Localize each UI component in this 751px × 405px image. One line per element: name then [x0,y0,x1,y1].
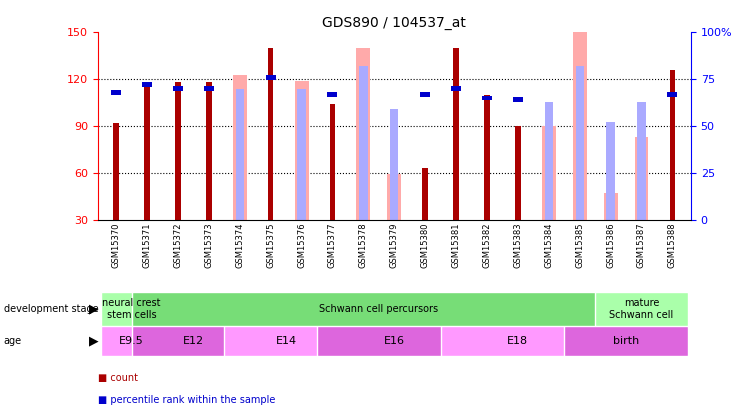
Bar [390,109,399,220]
Text: age: age [4,336,22,346]
Bar [142,83,152,87]
Bar [454,48,459,220]
Bar [268,48,273,220]
Bar [266,75,276,80]
Text: ■ count: ■ count [98,373,137,383]
Bar [484,95,490,220]
Bar [204,86,214,91]
Bar [144,84,150,220]
Text: E16: E16 [384,336,405,346]
Text: birth: birth [613,336,639,346]
Title: GDS890 / 104537_at: GDS890 / 104537_at [322,16,466,30]
Bar [441,326,595,356]
Text: ▶: ▶ [89,302,98,315]
Text: Schwann cell percursors: Schwann cell percursors [319,304,439,314]
Bar [359,66,367,220]
Bar [111,90,121,95]
Bar [564,326,688,356]
Bar [575,66,584,220]
Text: neural crest
stem cells: neural crest stem cells [102,298,161,320]
Bar [606,122,615,220]
Bar [236,89,244,220]
Bar [206,82,212,220]
Text: E9.5: E9.5 [119,336,144,346]
Bar [573,32,587,220]
Bar [101,326,162,356]
Bar [294,81,309,220]
Bar [420,92,430,96]
Bar [513,98,523,102]
Bar [388,175,401,220]
Bar [327,92,337,96]
Bar [131,326,255,356]
Bar [131,292,626,326]
Bar [482,96,492,100]
Bar [515,126,520,220]
Bar [175,82,181,220]
Bar [541,126,556,220]
Bar [330,104,335,220]
Text: mature
Schwann cell: mature Schwann cell [609,298,674,320]
Bar [297,89,306,220]
Text: E14: E14 [276,336,297,346]
Text: E18: E18 [508,336,529,346]
Bar [422,168,428,220]
Bar [670,70,675,220]
Bar [233,75,247,220]
Text: E12: E12 [182,336,204,346]
Bar [544,102,553,220]
Bar [317,326,472,356]
Bar [595,292,688,326]
Bar [357,48,370,220]
Bar [113,123,119,220]
Bar [638,102,646,220]
Text: development stage: development stage [4,304,98,314]
Bar [635,137,648,220]
Bar [451,86,461,91]
Text: ▶: ▶ [89,335,98,348]
Bar [604,193,617,220]
Text: ■ percentile rank within the sample: ■ percentile rank within the sample [98,395,275,405]
Bar [225,326,348,356]
Bar [101,292,162,326]
Bar [173,86,183,91]
Bar [668,92,677,96]
